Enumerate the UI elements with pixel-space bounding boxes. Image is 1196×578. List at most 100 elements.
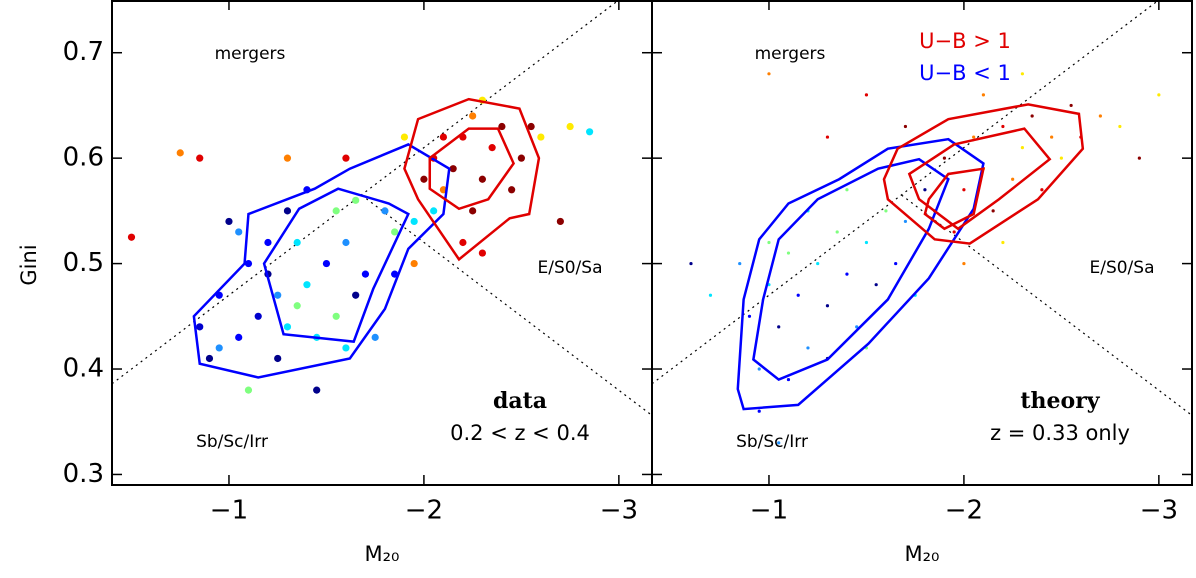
point xyxy=(1001,240,1005,245)
point xyxy=(293,238,301,247)
point xyxy=(777,325,781,329)
point xyxy=(556,217,564,226)
point xyxy=(1118,124,1122,129)
point xyxy=(303,281,311,289)
point xyxy=(972,135,976,139)
x-tick-label: −2 xyxy=(405,496,443,526)
point xyxy=(127,233,136,241)
annotation: E/S0/Sa xyxy=(1089,258,1154,278)
point xyxy=(786,251,791,255)
point xyxy=(391,228,399,236)
point xyxy=(342,238,350,247)
point xyxy=(410,217,418,226)
point xyxy=(835,230,839,234)
contour xyxy=(752,157,950,381)
contour xyxy=(262,187,410,343)
point xyxy=(254,312,262,320)
contour xyxy=(192,143,451,379)
point xyxy=(283,323,292,331)
point xyxy=(342,154,350,162)
x-axis-label: M₂₀ xyxy=(365,542,400,566)
point xyxy=(244,259,253,268)
point xyxy=(498,122,506,131)
point xyxy=(244,386,253,394)
x-axis-label: M₂₀ xyxy=(905,542,940,566)
annotation: U−B < 1 xyxy=(919,61,1011,85)
reference-line xyxy=(361,194,652,416)
y-tick-label: 0.3 xyxy=(63,459,104,489)
point xyxy=(845,188,849,192)
point xyxy=(225,217,233,226)
contour xyxy=(923,167,986,231)
plot-area xyxy=(112,0,652,416)
point xyxy=(1040,188,1044,192)
point xyxy=(274,291,282,299)
point xyxy=(806,346,810,350)
plot-area xyxy=(652,0,1192,445)
x-tick-label: −3 xyxy=(600,496,638,526)
point xyxy=(205,354,214,363)
point xyxy=(894,261,898,266)
point xyxy=(816,261,820,266)
point xyxy=(352,291,360,299)
point xyxy=(478,175,486,183)
annotation: 0.2 < z < 0.4 xyxy=(450,421,590,445)
point xyxy=(410,259,418,268)
point xyxy=(747,314,752,318)
annotation: Sb/Sc/Irr xyxy=(196,432,268,452)
point xyxy=(566,122,574,131)
point xyxy=(767,240,771,245)
point xyxy=(235,228,243,236)
point xyxy=(757,367,761,371)
point xyxy=(864,240,869,245)
point xyxy=(439,133,448,141)
point xyxy=(1020,146,1024,150)
point xyxy=(332,312,340,320)
contour xyxy=(428,127,516,211)
y-tick-label: 0.6 xyxy=(63,143,104,173)
point xyxy=(884,209,888,213)
point xyxy=(1020,72,1024,76)
annotation: Sb/Sc/Irr xyxy=(736,432,808,452)
x-tick-label: −1 xyxy=(210,496,248,526)
point xyxy=(1137,156,1141,160)
point xyxy=(1059,156,1063,160)
y-tick-label: 0.4 xyxy=(63,354,104,384)
point xyxy=(381,207,389,215)
point xyxy=(196,323,204,331)
point xyxy=(459,238,467,247)
reference-line xyxy=(652,0,1160,385)
annotation: E/S0/Sa xyxy=(537,258,602,278)
point xyxy=(586,128,594,136)
point xyxy=(962,188,966,192)
point xyxy=(176,149,184,157)
point xyxy=(469,112,477,120)
point xyxy=(313,386,321,394)
point xyxy=(420,175,428,183)
point xyxy=(361,270,370,278)
point xyxy=(215,344,223,352)
contour xyxy=(403,97,541,262)
point xyxy=(942,156,947,160)
point xyxy=(689,261,693,266)
point xyxy=(1157,93,1161,97)
point xyxy=(738,261,742,266)
point xyxy=(196,154,204,162)
x-tick-label: −2 xyxy=(945,496,983,526)
annotation: data xyxy=(493,388,547,414)
annotation: theory xyxy=(1020,388,1100,414)
y-tick-label: 0.7 xyxy=(63,37,104,67)
point xyxy=(1030,114,1034,118)
point xyxy=(855,325,859,329)
y-axis-label: Gini xyxy=(17,244,41,285)
contour xyxy=(736,137,985,411)
point xyxy=(874,283,878,287)
point xyxy=(527,122,535,131)
point xyxy=(757,409,761,413)
contour xyxy=(882,103,1085,245)
axes-frame xyxy=(651,0,1193,486)
point xyxy=(825,304,830,308)
point xyxy=(430,207,438,215)
point xyxy=(767,72,771,76)
